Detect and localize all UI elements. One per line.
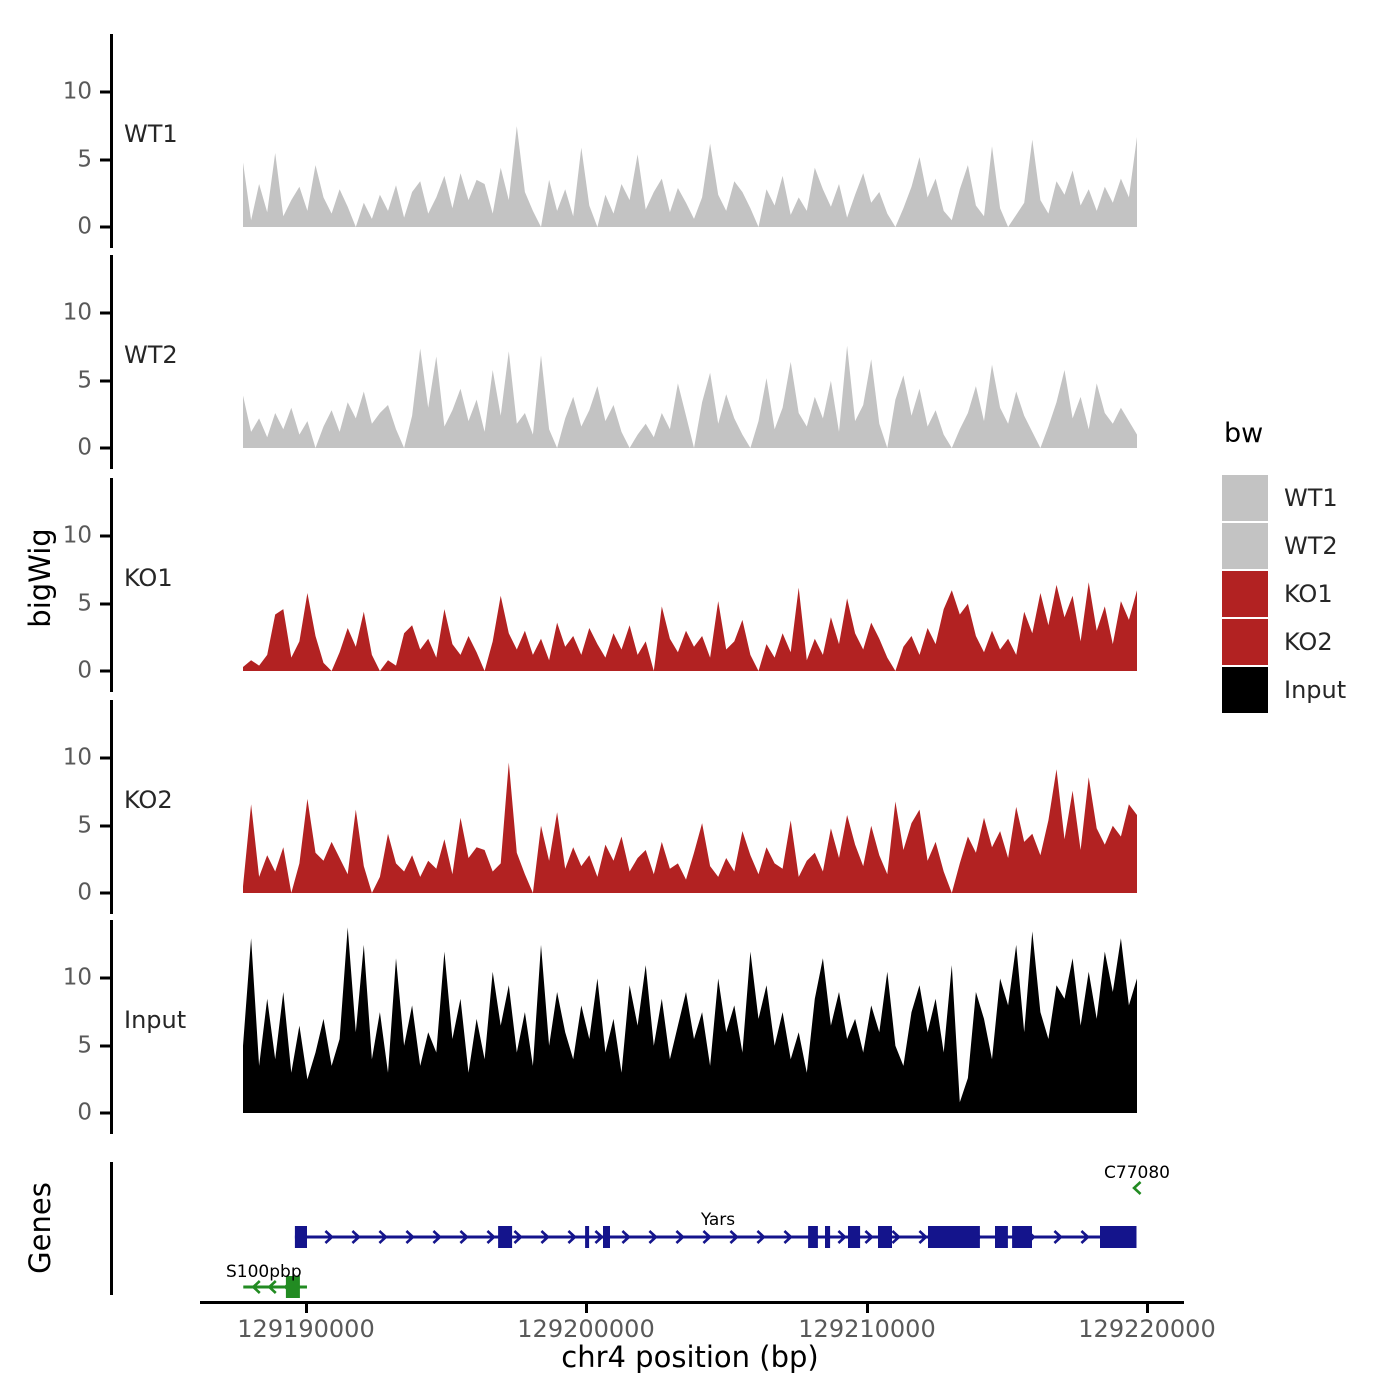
coverage-area-wt2: [243, 345, 1137, 448]
y-tick-label-0: 0: [77, 657, 92, 684]
y-axis-line: [110, 920, 113, 1134]
x-tick-label: 129190000: [237, 1315, 375, 1343]
y-axis-line: [110, 478, 113, 692]
legend-item-wt1: WT1: [1222, 475, 1400, 521]
genes-axis-line: [110, 1162, 113, 1295]
coverage-area-ko2: [243, 762, 1137, 893]
legend: bw WT1 WT2 KO1 KO2 Input: [1222, 418, 1400, 715]
y-tick-mark: [100, 756, 112, 760]
track-panel-input: 10 5 0 Input: [0, 920, 1400, 1134]
y-tick-label-10: 10: [62, 78, 92, 105]
y-tick-label-0: 0: [77, 879, 92, 906]
track-label-wt1: WT1: [124, 120, 178, 148]
y-tick-label-5: 5: [77, 590, 92, 617]
legend-swatch-input: [1222, 667, 1268, 713]
y-tick-mark: [100, 1044, 112, 1048]
legend-label: KO2: [1284, 628, 1333, 656]
y-tick-mark: [100, 379, 112, 383]
y-tick-mark: [100, 602, 112, 606]
y-tick-mark: [100, 311, 112, 315]
gene-label-yars: Yars: [700, 1210, 736, 1230]
legend-label: KO1: [1284, 580, 1333, 608]
track-panel-ko2: 10 5 0 KO2: [0, 700, 1400, 914]
y-tick-mark: [100, 669, 112, 673]
legend-item-ko1: KO1: [1222, 571, 1400, 617]
track-panel-wt2: 10 5 0 WT2: [0, 255, 1400, 469]
y-tick-label-10: 10: [62, 744, 92, 771]
coverage-area-input: [243, 927, 1137, 1113]
x-tick-mark: [1146, 1304, 1149, 1313]
gene-label-c77080: C77080: [1104, 1163, 1170, 1183]
track-label-ko2: KO2: [124, 786, 173, 814]
legend-item-ko2: KO2: [1222, 619, 1400, 665]
legend-label: WT2: [1284, 532, 1338, 560]
y-tick-mark: [100, 225, 112, 229]
x-tick-mark: [585, 1304, 588, 1313]
track-panel-wt1: 10 5 0 WT1: [0, 34, 1400, 248]
y-tick-label-10: 10: [62, 522, 92, 549]
y-tick-label-10: 10: [62, 299, 92, 326]
legend-title: bw: [1224, 418, 1264, 449]
legend-item-input: Input: [1222, 667, 1400, 713]
legend-swatch-ko1: [1222, 571, 1268, 617]
y-tick-label-10: 10: [62, 964, 92, 991]
track-label-wt2: WT2: [124, 341, 178, 369]
y-tick-mark: [100, 976, 112, 980]
y-tick-mark: [100, 891, 112, 895]
coverage-area-ko1: [243, 582, 1137, 671]
y-axis-line: [110, 255, 113, 469]
x-axis-line: [200, 1301, 1184, 1304]
y-tick-label-0: 0: [77, 1099, 92, 1126]
gene-label-s100pbp: S100pbp: [226, 1262, 302, 1282]
y-tick-label-5: 5: [77, 367, 92, 394]
legend-swatch-wt1: [1222, 475, 1268, 521]
y-tick-label-0: 0: [77, 434, 92, 461]
legend-label: WT1: [1284, 484, 1338, 512]
y-tick-mark: [100, 446, 112, 450]
legend-swatch-ko2: [1222, 619, 1268, 665]
x-tick-label: 129220000: [1078, 1315, 1216, 1343]
y-tick-mark: [100, 158, 112, 162]
track-panel-ko1: 10 5 0 KO1: [0, 478, 1400, 692]
y-tick-mark: [100, 90, 112, 94]
gene-models: [243, 1181, 1142, 1298]
track-label-input: Input: [124, 1006, 187, 1034]
x-tick-label: 129200000: [517, 1315, 655, 1343]
y-axis-line: [110, 700, 113, 914]
legend-label: Input: [1284, 676, 1347, 704]
y-tick-label-5: 5: [77, 1032, 92, 1059]
x-axis-title: chr4 position (bp): [561, 1340, 819, 1374]
legend-item-wt2: WT2: [1222, 523, 1400, 569]
y-axis-line: [110, 34, 113, 248]
coverage-area-wt1: [243, 126, 1137, 227]
y-tick-mark: [100, 1111, 112, 1115]
y-tick-mark: [100, 534, 112, 538]
x-tick-label: 129210000: [798, 1315, 936, 1343]
y-tick-label-5: 5: [77, 146, 92, 173]
y-tick-label-5: 5: [77, 812, 92, 839]
y-tick-label-0: 0: [77, 213, 92, 240]
x-tick-mark: [866, 1304, 869, 1313]
legend-swatch-wt2: [1222, 523, 1268, 569]
track-label-ko1: KO1: [124, 564, 173, 592]
y-tick-mark: [100, 824, 112, 828]
genes-panel: Yars S100pbp C77080: [0, 1150, 1400, 1320]
x-tick-mark: [305, 1304, 308, 1313]
